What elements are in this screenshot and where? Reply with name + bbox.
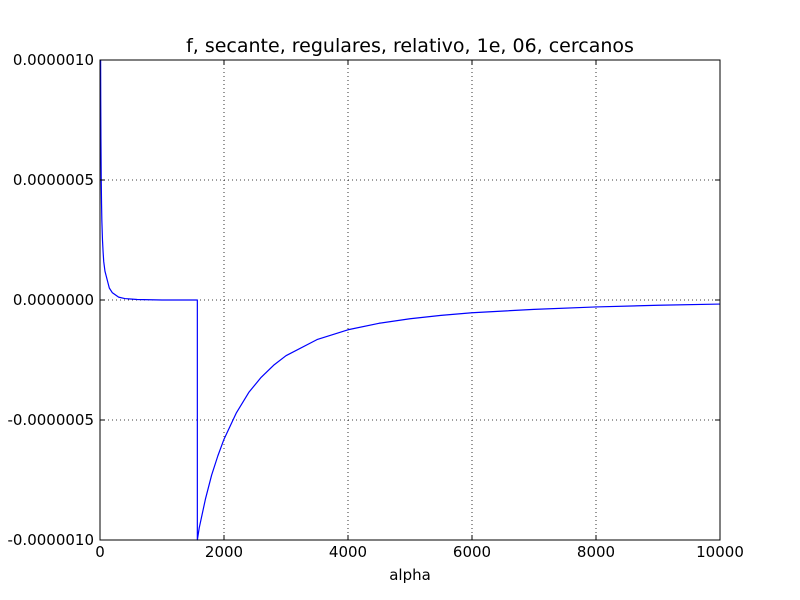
- x-tick-label: 0: [95, 543, 105, 561]
- x-tick-label: 10000: [696, 543, 744, 561]
- x-tick-label: 8000: [577, 543, 615, 561]
- x-axis-label: alpha: [389, 566, 431, 584]
- x-tick-label: 2000: [205, 543, 243, 561]
- axis-ticks: 0 2000 4000 6000 8000 10000 0.0000010 0.0000005…: [7, 51, 743, 561]
- x-tick-label: 4000: [329, 543, 367, 561]
- data-series: [100, 59, 721, 541]
- y-tick-label: 0.0000010: [13, 51, 94, 69]
- y-tick-label: 0.0000000: [13, 291, 94, 309]
- chart-title: f, secante, regulares, relativo, 1e, 06,…: [186, 35, 634, 57]
- y-tick-label: -0.0000010: [7, 531, 94, 549]
- y-tick-label: 0.0000005: [13, 171, 94, 189]
- series-line-0: [100, 59, 721, 541]
- y-tick-label: -0.0000005: [7, 411, 94, 429]
- x-tick-label: 6000: [453, 543, 491, 561]
